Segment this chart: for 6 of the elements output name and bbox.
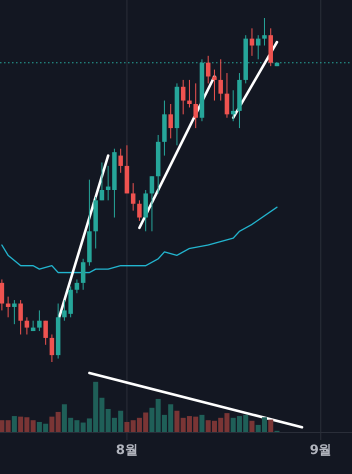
bar — [249, 420, 254, 432]
bar — [12, 416, 17, 432]
bar — [199, 414, 204, 432]
bar — [268, 420, 274, 432]
x-tick-label: 8월 — [116, 443, 138, 458]
x-tick-label: 9월 — [310, 443, 332, 458]
